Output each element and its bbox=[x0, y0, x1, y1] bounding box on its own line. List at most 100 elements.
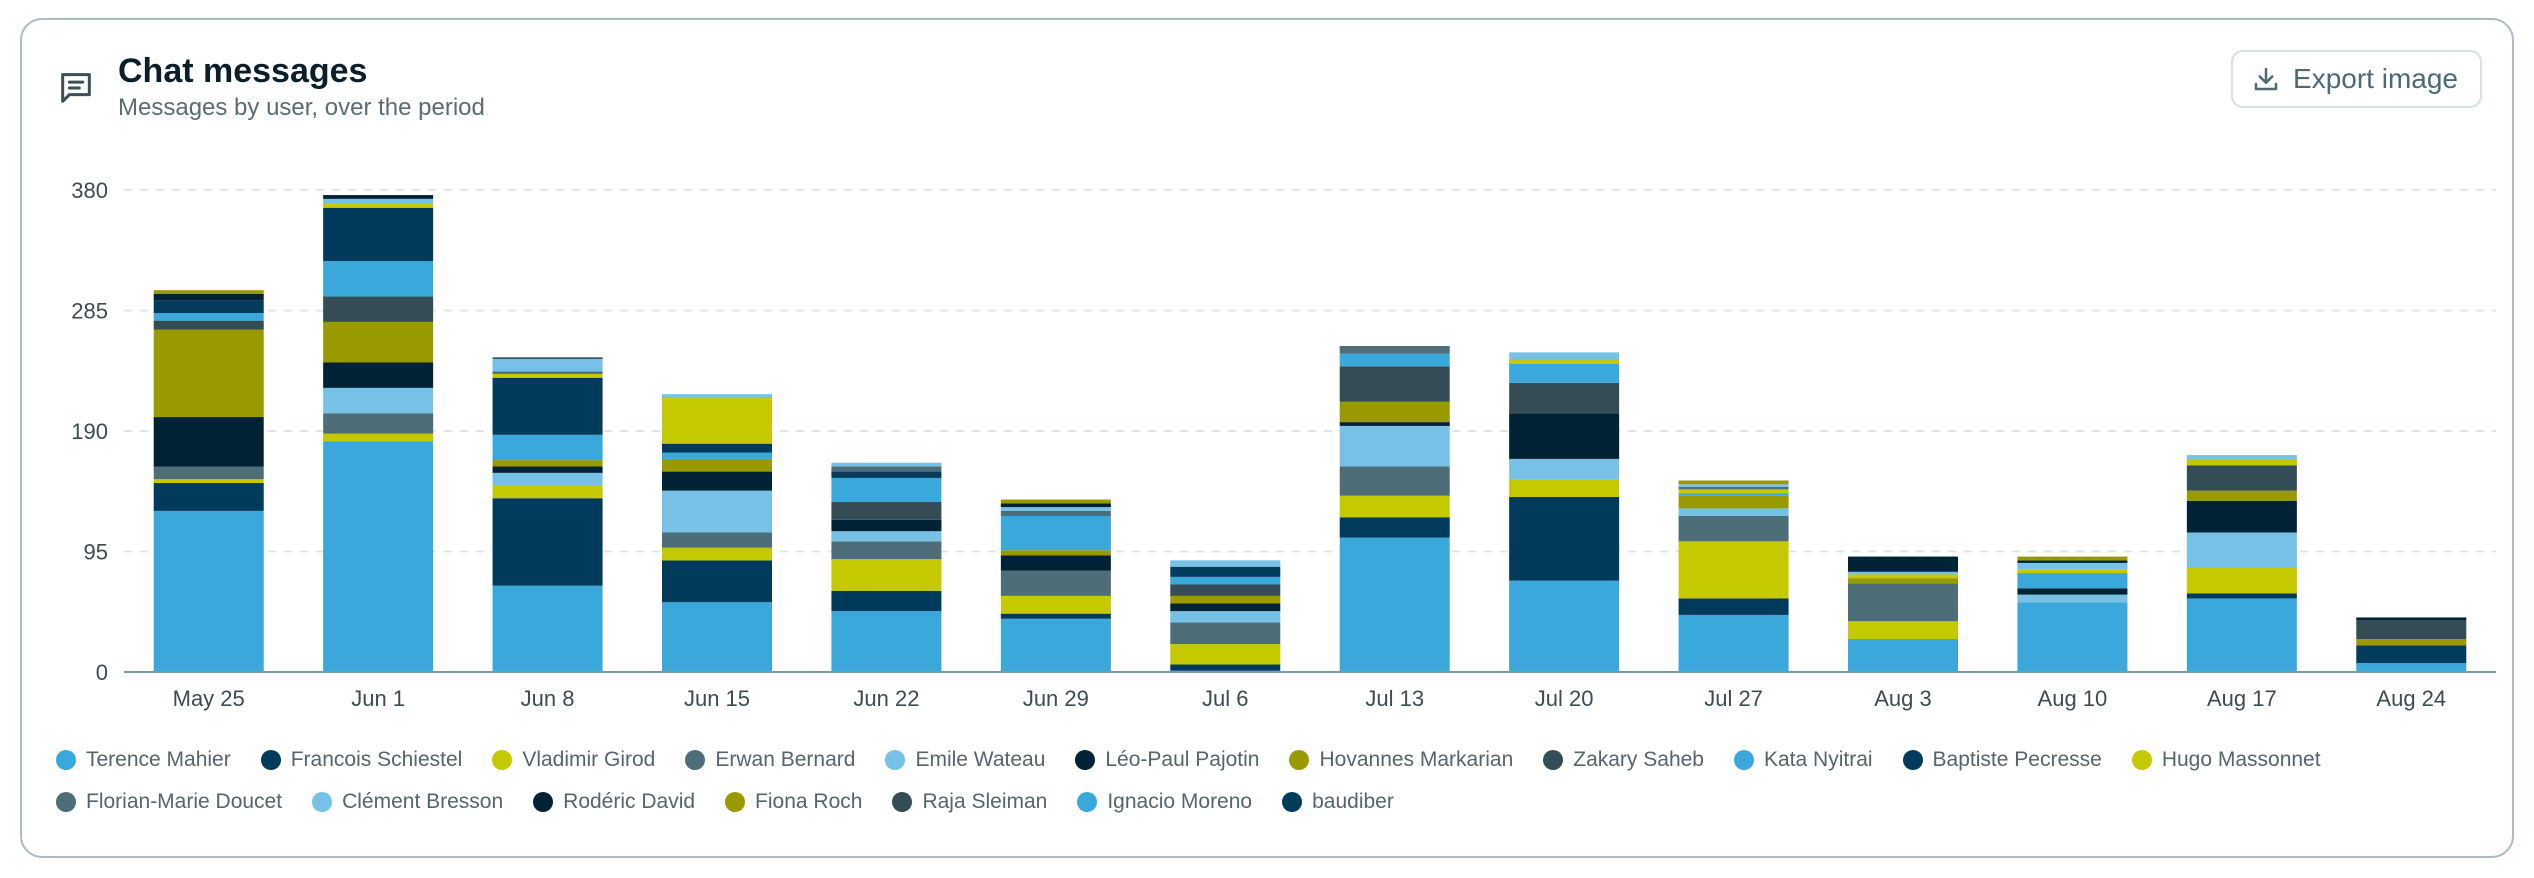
legend-item[interactable]: Raja Sleiman bbox=[892, 788, 1047, 816]
x-tick-label: Jun 22 bbox=[853, 686, 919, 711]
x-tick-label: Jul 20 bbox=[1535, 686, 1594, 711]
bar-segment bbox=[323, 207, 434, 262]
bar-segment bbox=[323, 321, 434, 363]
bar-segment bbox=[323, 362, 434, 388]
bar-segment bbox=[1170, 595, 1281, 604]
legend-item[interactable]: Francois Schiestel bbox=[260, 746, 462, 774]
legend-swatch bbox=[892, 792, 913, 812]
legend-item[interactable]: Emile Wateau bbox=[885, 746, 1045, 774]
bar-segment bbox=[153, 329, 264, 418]
legend-label: Vladimir Girod bbox=[522, 748, 656, 771]
bar-segment bbox=[831, 471, 942, 478]
legend-label: Léo-Paul Pajotin bbox=[1105, 748, 1260, 771]
legend-item[interactable]: Zakary Saheb bbox=[1543, 746, 1704, 774]
bar-segment bbox=[153, 483, 264, 511]
bar-segment bbox=[662, 602, 772, 672]
bar-segment bbox=[1339, 353, 1450, 367]
bar-segment bbox=[1000, 510, 1111, 516]
bar-segment bbox=[2017, 594, 2128, 603]
bar-segment bbox=[1678, 614, 1789, 672]
bar-segment bbox=[1170, 644, 1281, 665]
bar-segment bbox=[1848, 574, 1958, 579]
bar-segment bbox=[2186, 458, 2297, 466]
legend-item[interactable]: Vladimir Girod bbox=[492, 746, 655, 774]
bar-segment bbox=[492, 357, 603, 359]
legend-item[interactable]: Hovannes Markarian bbox=[1289, 746, 1513, 774]
bar-segment bbox=[662, 547, 772, 561]
bar-segment bbox=[2017, 588, 2128, 595]
legend-label: Ignacio Moreno bbox=[1107, 790, 1253, 813]
legend-item[interactable]: Terence Mahier bbox=[56, 746, 231, 774]
legend-swatch bbox=[1543, 750, 1564, 770]
legend-item[interactable]: Fiona Roch bbox=[725, 788, 862, 816]
bar-segment bbox=[1678, 480, 1789, 485]
legend-item[interactable]: Léo-Paul Pajotin bbox=[1075, 746, 1259, 774]
bar-segment bbox=[1339, 517, 1450, 538]
legend-label: Erwan Bernard bbox=[715, 748, 856, 771]
legend-label: Hugo Massonnet bbox=[2161, 748, 2321, 771]
x-tick-label: Jun 1 bbox=[351, 686, 405, 711]
legend-item[interactable]: Ignacio Moreno bbox=[1077, 788, 1252, 816]
bar-segment bbox=[1848, 556, 1958, 572]
legend-item[interactable]: baudiber bbox=[1282, 788, 1394, 816]
legend-item[interactable]: Clément Bresson bbox=[312, 788, 503, 816]
bar-segment bbox=[1509, 580, 1620, 672]
x-tick-label: Aug 3 bbox=[1874, 686, 1932, 711]
x-tick-label: Aug 17 bbox=[2207, 686, 2277, 711]
legend-label: Rodéric David bbox=[563, 790, 696, 813]
bar-segment bbox=[1509, 479, 1620, 497]
bar-segment bbox=[2356, 639, 2467, 646]
bar-segment bbox=[831, 541, 942, 560]
bar-segment bbox=[1848, 621, 1958, 640]
export-image-button[interactable]: Export image bbox=[2231, 50, 2482, 108]
legend-swatch bbox=[725, 792, 746, 812]
bar-segment bbox=[831, 519, 942, 532]
chart-subtitle: Messages by user, over the period bbox=[118, 94, 485, 121]
y-tick-label: 380 bbox=[71, 178, 108, 203]
bar-segment bbox=[1509, 382, 1620, 414]
bar-segment bbox=[492, 373, 603, 378]
bar-segment bbox=[153, 510, 264, 672]
bar-segment bbox=[1339, 366, 1450, 402]
bar-segment bbox=[831, 466, 942, 472]
bar-segment bbox=[831, 462, 942, 467]
bar-segment bbox=[153, 320, 264, 330]
bar-segment bbox=[1678, 484, 1789, 487]
export-image-label: Export image bbox=[2293, 63, 2458, 94]
bar-segment bbox=[153, 300, 264, 314]
bar-segment bbox=[2356, 663, 2467, 672]
chart-title: Chat messages bbox=[118, 52, 368, 90]
legend-swatch bbox=[885, 750, 906, 770]
bar-segment bbox=[831, 611, 942, 672]
legend-item[interactable]: Florian-Marie Doucet bbox=[56, 788, 282, 816]
bar-segment bbox=[1000, 550, 1111, 556]
bar-segment bbox=[1339, 401, 1450, 423]
bar-segment bbox=[492, 472, 603, 486]
legend-item[interactable]: Kata Nyitrai bbox=[1734, 746, 1873, 774]
bar-segment bbox=[2017, 573, 2128, 589]
bar-segment bbox=[492, 498, 603, 586]
x-tick-label: Jun 8 bbox=[521, 686, 575, 711]
legend-item[interactable]: Erwan Bernard bbox=[685, 746, 855, 774]
bar-segment bbox=[492, 371, 603, 374]
bar-segment bbox=[1848, 583, 1958, 622]
stacked-bar-chart: 0 95 190 285 380 May 25 Jun 1 Jun 8 Jun 15 Jun 22… bbox=[71, 178, 2496, 711]
legend-swatch bbox=[1902, 750, 1923, 770]
x-tick-label: Aug 10 bbox=[2038, 686, 2108, 711]
bar-segment bbox=[2356, 619, 2467, 640]
legend-item[interactable]: Rodéric David bbox=[533, 788, 695, 816]
legend-swatch bbox=[1075, 750, 1096, 770]
legend-item[interactable]: Hugo Massonnet bbox=[2131, 746, 2321, 774]
legend-label: Kata Nyitrai bbox=[1764, 748, 1873, 771]
bar-segment bbox=[323, 296, 434, 322]
y-tick-label: 190 bbox=[71, 419, 108, 444]
legend-label: Baptiste Pecresse bbox=[1932, 748, 2102, 771]
legend-swatch bbox=[56, 750, 76, 770]
legend-item[interactable]: Baptiste Pecresse bbox=[1902, 746, 2102, 774]
x-tick-label: Jul 6 bbox=[1202, 686, 1248, 711]
bar-segment bbox=[492, 466, 603, 473]
x-tick-label: Jul 27 bbox=[1704, 686, 1763, 711]
bar-segment bbox=[323, 433, 434, 442]
bar-segment bbox=[1339, 422, 1450, 426]
bar-segment bbox=[323, 261, 434, 297]
